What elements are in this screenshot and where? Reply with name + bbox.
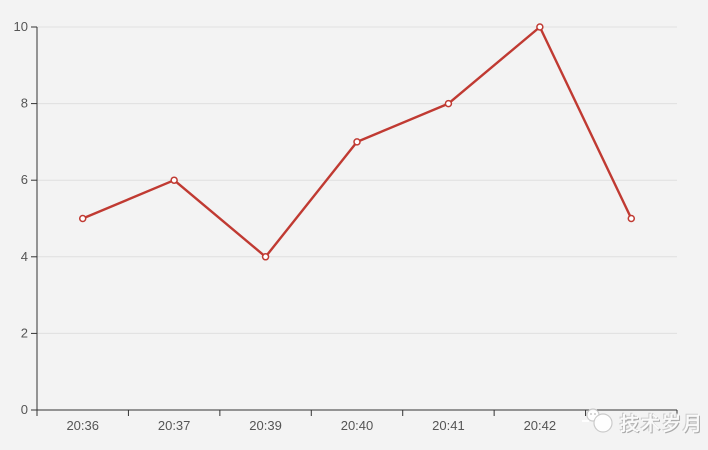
x-tick-label: 20:36 [66, 418, 99, 433]
x-tick-label: 20:37 [158, 418, 191, 433]
x-tick-label: 20:39 [249, 418, 282, 433]
data-point-marker [170, 176, 178, 184]
y-tick-label: 10 [14, 19, 28, 34]
y-tick-label: 2 [21, 325, 28, 340]
data-point-marker [627, 214, 636, 223]
y-tick-label: 6 [21, 172, 28, 187]
data-point-marker [353, 138, 361, 146]
data-point-marker [78, 214, 87, 223]
y-tick-label: 0 [21, 402, 28, 417]
data-point-marker [444, 99, 453, 108]
x-tick-label: 20:42 [524, 418, 557, 433]
x-tick-label: 20:41 [432, 418, 465, 433]
y-tick-label: 8 [21, 96, 28, 111]
data-point-marker [261, 253, 270, 261]
y-tick-label: 4 [21, 249, 28, 264]
x-tick-label: 20:40 [341, 418, 374, 433]
data-point-marker [536, 23, 544, 31]
